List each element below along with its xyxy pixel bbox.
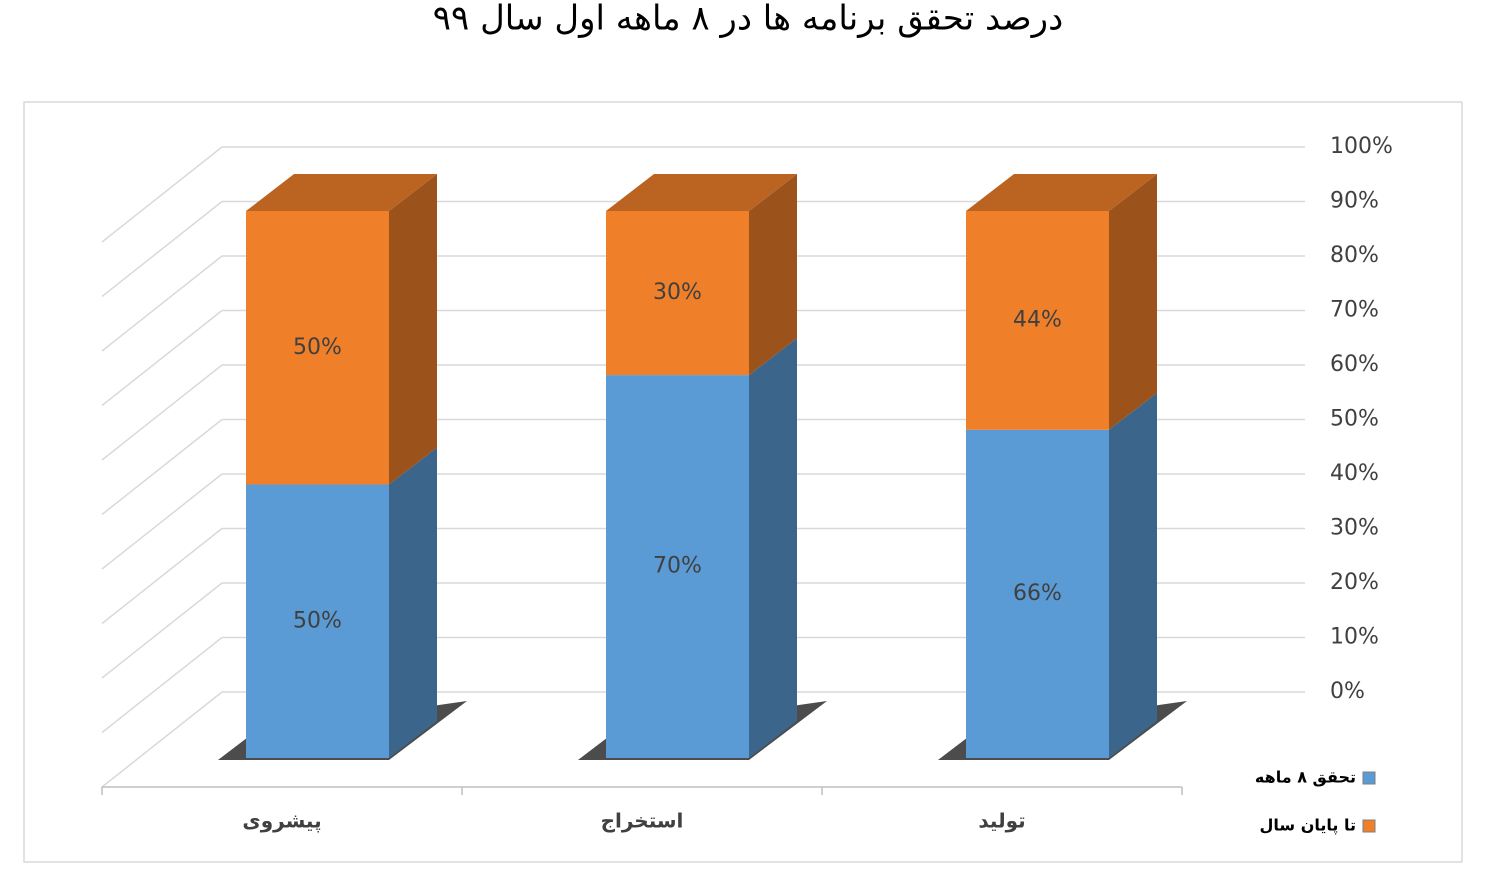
y-tick-label: 40% <box>1330 461 1379 486</box>
legend-swatch <box>1362 771 1376 785</box>
legend-label: تحقق ۸ ماهه <box>1255 768 1356 787</box>
side-grid-line <box>101 691 223 788</box>
bar-side <box>1109 392 1157 758</box>
bar-side <box>389 174 437 485</box>
x-tick-label: پیشروی <box>242 809 321 834</box>
y-tick-label: 100% <box>1330 134 1393 159</box>
chart-frame <box>23 101 1463 863</box>
side-grid-line <box>101 636 223 734</box>
y-tick-label: 80% <box>1330 243 1379 268</box>
legend-label: تا پایان سال <box>1260 816 1356 836</box>
side-grid-line <box>101 309 223 407</box>
bar-top <box>246 174 437 211</box>
data-label: 50% <box>293 608 342 633</box>
y-tick-label: 30% <box>1330 516 1379 541</box>
bar <box>606 375 749 758</box>
bar-side <box>749 174 797 376</box>
side-grid-line <box>101 582 223 679</box>
bar-top <box>606 174 797 211</box>
side-grid-line <box>101 146 223 243</box>
data-label: 70% <box>653 554 702 579</box>
y-tick-label: 10% <box>1330 625 1379 650</box>
y-tick-label: 20% <box>1330 570 1379 595</box>
y-tick-label: 70% <box>1330 298 1379 323</box>
side-grid-line <box>101 364 223 461</box>
bar <box>966 211 1109 430</box>
data-label: 44% <box>1013 307 1062 332</box>
bar-side <box>1109 174 1157 430</box>
bar <box>246 484 389 758</box>
side-grid-line <box>101 200 223 298</box>
side-grid-line <box>101 473 223 570</box>
bar-side <box>389 447 437 758</box>
y-tick-label: 60% <box>1330 352 1379 377</box>
bar-side <box>749 338 797 758</box>
bar <box>606 211 749 376</box>
data-label: 30% <box>653 280 702 305</box>
data-label: 66% <box>1013 581 1062 606</box>
bar <box>966 429 1109 758</box>
data-label: 50% <box>293 335 342 360</box>
bar-top <box>966 174 1157 211</box>
y-tick-label: 0% <box>1330 679 1365 704</box>
x-tick-label: تولید <box>978 809 1025 833</box>
side-grid-line <box>101 255 223 352</box>
chart-title: درصد تحقق برنامه ها در ۸ ماهه اول سال ۹۹ <box>433 0 1064 39</box>
side-grid-line <box>101 418 223 516</box>
side-grid-line <box>101 527 223 625</box>
y-tick-label: 50% <box>1330 407 1379 432</box>
y-tick-label: 90% <box>1330 189 1379 214</box>
legend-swatch <box>1362 819 1376 833</box>
x-tick-label: استخراج <box>601 809 684 833</box>
bar <box>246 211 389 485</box>
